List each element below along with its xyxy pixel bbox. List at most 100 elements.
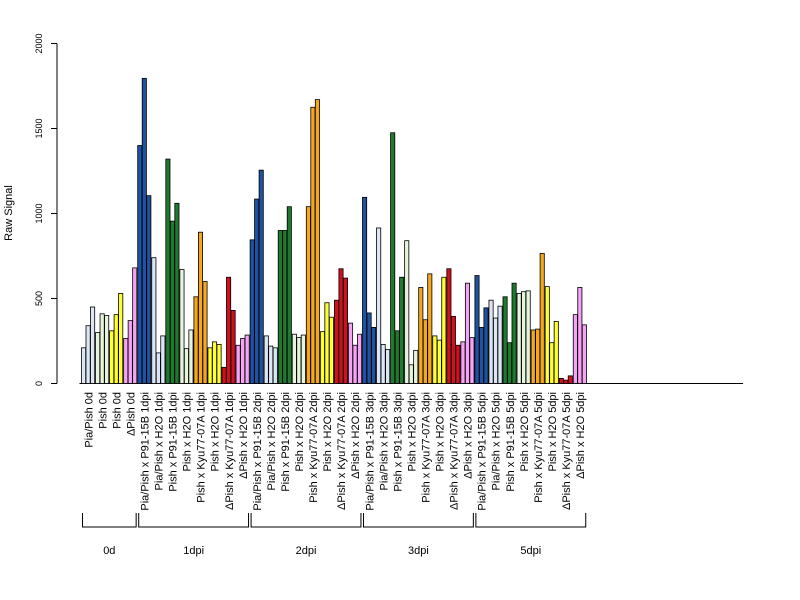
bar	[348, 322, 354, 384]
bar	[450, 315, 456, 384]
category-label: Pish x H2O 3dpi	[435, 392, 447, 471]
bars	[81, 77, 587, 384]
bar	[109, 330, 115, 384]
bar	[362, 196, 368, 384]
category-label: ΔPish x Kyu77-07A 3dpi	[449, 392, 461, 510]
bar	[376, 227, 382, 384]
category-label: Pish x H2O 2dpi	[322, 392, 334, 471]
bar	[371, 326, 377, 384]
group-bracket	[475, 513, 587, 528]
bar	[95, 332, 101, 384]
bar	[230, 309, 236, 384]
bar	[488, 299, 494, 384]
bar	[404, 240, 410, 384]
bar	[160, 335, 166, 384]
bar	[244, 334, 250, 384]
bar	[469, 337, 475, 384]
y-tick-label: 1000	[34, 203, 44, 223]
bar	[422, 319, 428, 384]
bar	[464, 282, 470, 384]
category-label: Pia/Pish x P91-15B 1dpi	[139, 392, 151, 511]
bar	[483, 307, 489, 384]
category-label: Pish x Kyu77-07A 1dpi	[196, 392, 208, 503]
bar	[90, 306, 96, 384]
bar	[577, 287, 583, 384]
group-bracket	[138, 513, 250, 528]
bar	[436, 339, 442, 384]
category-label: Pish x H2O 2dpi	[294, 392, 306, 471]
category-label: Pia/Pish x H2O 1dpi	[154, 392, 166, 490]
category-label: Pish x Kyu77-07A 2dpi	[308, 392, 320, 503]
bar	[324, 302, 330, 384]
bar	[380, 343, 386, 384]
category-label: Pish 0d	[111, 392, 123, 429]
bar	[263, 335, 269, 384]
bar	[474, 275, 480, 384]
bar	[478, 326, 484, 384]
bar	[282, 230, 288, 384]
bar	[272, 347, 278, 384]
bar	[118, 292, 124, 384]
bar	[221, 366, 227, 384]
bar	[446, 268, 452, 384]
category-label: Pish x H2O 5dpi	[519, 392, 531, 471]
group-bracket	[250, 513, 362, 528]
group-label: 1dpi	[183, 545, 204, 557]
category-label: ΔPish x Kyu77-07A 5dpi	[561, 392, 573, 510]
category-label: ΔPish x Kyu77-07A 1dpi	[224, 392, 236, 510]
bar	[427, 273, 433, 384]
category-label: Pish x H2O 5dpi	[547, 392, 559, 471]
bar	[146, 195, 152, 384]
category-label: ΔPish x H2O 5dpi	[575, 392, 587, 479]
bar	[99, 313, 105, 384]
bar	[268, 345, 274, 384]
category-label: ΔPish x H2O 1dpi	[238, 392, 250, 479]
bar	[193, 296, 199, 384]
bar	[567, 375, 573, 384]
y-tick-label: 0	[34, 381, 44, 386]
category-label: Pia/Pish x P91-15B 2dpi	[252, 392, 264, 511]
group-bracket	[82, 513, 137, 528]
category-label: Pish x H2O 3dpi	[406, 392, 418, 471]
bar	[286, 206, 292, 384]
bar	[493, 317, 499, 384]
bar	[319, 331, 325, 384]
bar	[127, 320, 133, 384]
bar	[249, 239, 255, 384]
bar	[342, 277, 348, 384]
bar	[516, 292, 522, 384]
bar	[441, 276, 447, 384]
category-label: Pia/Pish x H2O 3dpi	[378, 392, 390, 490]
bar	[212, 341, 218, 384]
category-label: Pish x P91-15B 3dpi	[392, 392, 404, 492]
category-label: Pish x Kyu77-07A 5dpi	[533, 392, 545, 503]
bar	[418, 287, 424, 384]
bar	[155, 352, 161, 384]
category-label: Pia/Pish x P91-15B 3dpi	[364, 392, 376, 511]
bar	[310, 106, 316, 384]
category-label: Pia/Pish x H2O 2dpi	[266, 392, 278, 490]
group-bracket	[363, 513, 474, 528]
bar	[544, 286, 550, 384]
category-label: ΔPish x H2O 2dpi	[350, 392, 362, 479]
category-label: Pish x P91-15B 5dpi	[505, 392, 517, 492]
category-label: Pish x Kyu77-07A 3dpi	[420, 392, 432, 503]
group-brackets: 0d 1dpi 2dpi 3dpi 5dpi	[82, 513, 587, 557]
bar	[563, 379, 569, 384]
bar	[174, 202, 180, 384]
category-label: Pia/Pish x P91-15B 5dpi	[477, 392, 489, 511]
bar	[539, 253, 545, 384]
bar	[85, 325, 91, 384]
category-label: ΔPish x Kyu77-07A 2dpi	[336, 392, 348, 510]
category-label: Pish x H2O 1dpi	[182, 392, 194, 471]
bar	[258, 169, 264, 384]
category-labels: Pia/Pish 0d Pish 0d Pish 0d ΔPish 0d Pia/Pis…	[83, 392, 587, 511]
category-label: Pish x H2O 1dpi	[210, 392, 222, 471]
bar	[277, 230, 283, 384]
bar	[104, 315, 110, 384]
bar	[328, 316, 334, 384]
bar	[511, 282, 517, 384]
bar	[169, 220, 175, 384]
group-label: 3dpi	[408, 545, 429, 557]
